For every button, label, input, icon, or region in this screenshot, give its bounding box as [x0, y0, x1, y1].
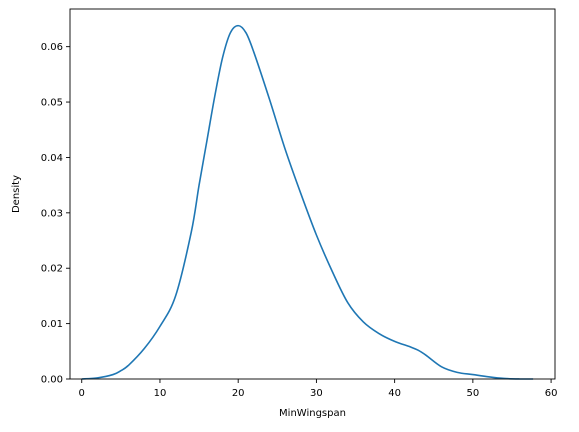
x-tick-label: 60 [545, 388, 558, 399]
x-tick-label: 10 [154, 388, 167, 399]
y-tick-label: 0.02 [41, 264, 63, 275]
y-tick-label: 0.05 [41, 98, 63, 109]
x-tick-label: 50 [466, 388, 479, 399]
axes-frame [69, 8, 556, 380]
y-tick-label: 0.06 [41, 42, 63, 53]
x-axis-label: MinWingspan [279, 408, 346, 419]
x-tick-label: 30 [310, 388, 323, 399]
y-tick-label: 0.00 [41, 375, 63, 386]
y-tick-label: 0.03 [41, 208, 63, 219]
x-tick-label: 40 [388, 388, 401, 399]
y-tick-label: 0.04 [41, 153, 63, 164]
density-series-line [81, 24, 534, 380]
y-tick-label: 0.01 [41, 319, 63, 330]
y-axis-label: Density [11, 175, 22, 213]
x-axis-ticks: 0 10 20 30 40 50 60 [79, 379, 558, 399]
x-tick-label: 0 [79, 388, 85, 399]
x-tick-label: 20 [232, 388, 245, 399]
y-axis-ticks: 0.00 0.01 0.02 0.03 0.04 0.05 0.06 [41, 42, 70, 386]
